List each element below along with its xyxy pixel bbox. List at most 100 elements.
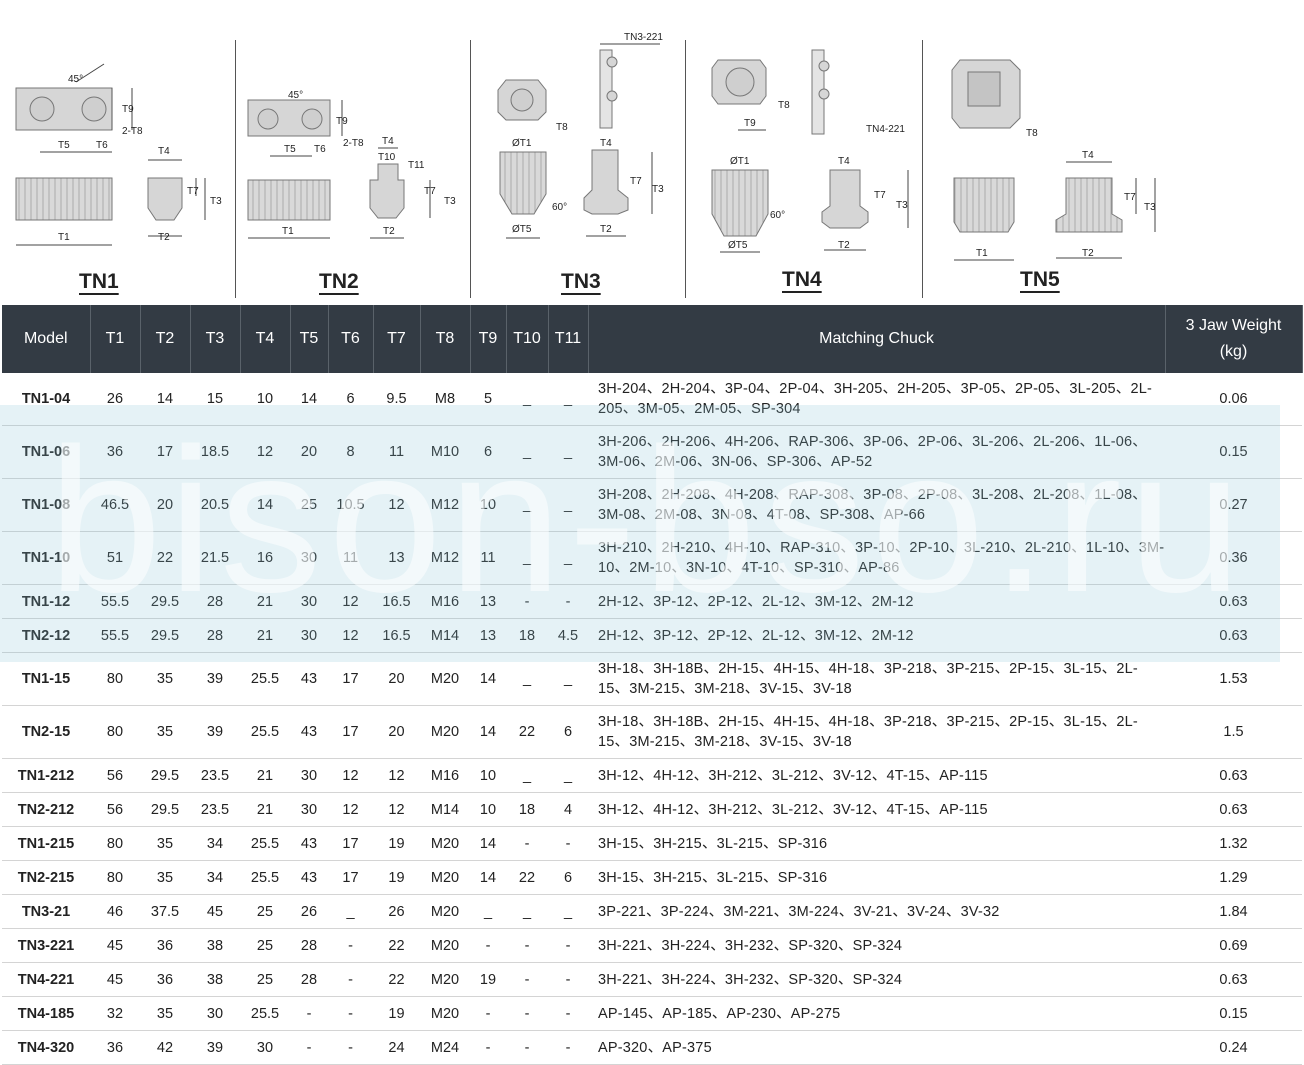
tn4-dim: T7 bbox=[874, 190, 886, 201]
tn3-dim: T3 bbox=[652, 184, 664, 195]
dimension-cell: 9.5 bbox=[373, 373, 420, 426]
dimension-cell: 14 bbox=[240, 478, 290, 532]
dimension-cell: 17 bbox=[328, 826, 373, 861]
tn5-dim: T4 bbox=[1082, 150, 1094, 161]
dimension-cell: 17 bbox=[328, 652, 373, 706]
dimension-cell: 39 bbox=[190, 705, 240, 759]
matching-chuck-cell: 3H-18、3H-18B、2H-15、4H-15、4H-18、3P-218、3P… bbox=[588, 705, 1165, 759]
dimension-cell: M12 bbox=[420, 531, 470, 585]
tn2-side-view bbox=[369, 163, 405, 219]
weight-cell: 0.63 bbox=[1165, 758, 1302, 793]
model-cell: TN4-320 bbox=[2, 1030, 90, 1065]
dimension-cell: - bbox=[548, 826, 588, 861]
dimension-cell: 36 bbox=[90, 1030, 140, 1065]
tn2-dim: T5 bbox=[284, 144, 296, 155]
tn2-dim: T7 bbox=[424, 186, 436, 197]
dimension-cell: 6 bbox=[328, 373, 373, 426]
table-row: TN4-320 36 42 39 30- -24 M24- - - AP-320、AP-375 0.… bbox=[2, 1030, 1302, 1065]
table-row: TN1-06 36 17 18.5 12 20 8 11 M10 6 _ _ 3H-206、2H-206… bbox=[2, 425, 1302, 479]
dimension-cell: M24 bbox=[420, 1030, 470, 1065]
dimension-cell: 36 bbox=[140, 928, 190, 963]
dimension-cell: - bbox=[506, 584, 548, 619]
tn1-dim: T3 bbox=[210, 196, 222, 207]
tn5-front-view bbox=[953, 177, 1015, 233]
dimension-cell: 23.5 bbox=[190, 758, 240, 793]
tn4-dim: 60° bbox=[770, 210, 785, 221]
matching-chuck-cell: 2H-12、3P-12、2P-12、2L-12、3M-12、2M-12 bbox=[588, 618, 1165, 653]
panel-divider bbox=[470, 40, 471, 298]
tn5-dim: T8 bbox=[1026, 128, 1038, 139]
dimension-cell: 21 bbox=[240, 758, 290, 793]
dimension-cell: 36 bbox=[140, 962, 190, 997]
dimension-cell: 20 bbox=[373, 652, 420, 706]
matching-chuck-cell: AP-320、AP-375 bbox=[588, 1030, 1165, 1065]
dimension-cell: - bbox=[328, 996, 373, 1031]
tn1-dim: T1 bbox=[58, 232, 70, 243]
weight-cell: 0.63 bbox=[1165, 962, 1302, 997]
diagram-label-tn3: TN3 bbox=[561, 270, 601, 293]
column-header: Matching Chuck bbox=[588, 305, 1166, 373]
dimension-cell: 13 bbox=[373, 531, 420, 585]
dimension-cell: 29.5 bbox=[140, 792, 190, 827]
table-row: TN1-212 56 29.5 23.5 21 30 12 12 M16 10 _ _ 3H-12、4H… bbox=[2, 758, 1302, 793]
dimension-cell: 6 bbox=[548, 860, 588, 895]
dimension-cell: M16 bbox=[420, 584, 470, 619]
dimension-cell: 25.5 bbox=[240, 826, 290, 861]
dimension-cell: 28 bbox=[190, 618, 240, 653]
dimension-cell: 14 bbox=[470, 705, 506, 759]
dimension-cell: 16 bbox=[240, 531, 290, 585]
dimension-cell: _ bbox=[548, 894, 588, 929]
dimension-cell: 19 bbox=[373, 860, 420, 895]
dimension-cell: 10 bbox=[470, 478, 506, 532]
tn1-dim: 2-T8 bbox=[122, 126, 143, 137]
dimension-cell: 19 bbox=[470, 962, 506, 997]
dimension-cell: 35 bbox=[140, 996, 190, 1031]
diagram-label-tn2: TN2 bbox=[319, 270, 359, 293]
dimension-cell: - bbox=[506, 1030, 548, 1065]
column-header: T9 bbox=[470, 305, 507, 373]
dimension-cell: 26 bbox=[90, 373, 140, 426]
dimension-cell: 29.5 bbox=[140, 618, 190, 653]
dimension-cell: 30 bbox=[240, 1030, 290, 1065]
tn1-dim: T5 bbox=[58, 140, 70, 151]
dimension-cell: - bbox=[548, 962, 588, 997]
diagram-strip: 45° T9 2-T8 T5 T6 T4 T7 T3 T1 T2 bbox=[0, 0, 1304, 304]
dimension-cell: 11 bbox=[373, 425, 420, 479]
weight-cell: 1.29 bbox=[1165, 860, 1302, 895]
dimension-cell: 43 bbox=[290, 652, 328, 706]
dimension-cell: - bbox=[470, 928, 506, 963]
dimension-cell: 30 bbox=[290, 792, 328, 827]
weight-cell: 0.63 bbox=[1165, 792, 1302, 827]
dimension-cell: 30 bbox=[290, 531, 328, 585]
tn3-dim: 60° bbox=[552, 202, 567, 213]
diagram-drawings: 45° T9 2-T8 T5 T6 T4 T7 T3 T1 T2 bbox=[15, 32, 1156, 261]
weight-cell: 0.36 bbox=[1165, 531, 1302, 585]
dimension-cell: - bbox=[548, 996, 588, 1031]
column-header: T5 bbox=[290, 305, 329, 373]
dimension-cell: M20 bbox=[420, 826, 470, 861]
table-row: TN1-08 46.5 20 20.5 14 25 10.5 12 M12 10 _ _ 3H-208、… bbox=[2, 478, 1302, 532]
column-header: T8 bbox=[420, 305, 471, 373]
tn4-dim: T2 bbox=[838, 240, 850, 251]
tn2-dim: T10 bbox=[378, 152, 396, 163]
dimension-cell: - bbox=[328, 962, 373, 997]
dimension-cell: - bbox=[548, 1030, 588, 1065]
dimension-cell: 32 bbox=[90, 996, 140, 1031]
model-cell: TN4-185 bbox=[2, 996, 90, 1031]
dimension-cell: 15 bbox=[190, 373, 240, 426]
tn2-dim: T6 bbox=[314, 144, 326, 155]
dimension-cell: M20 bbox=[420, 894, 470, 929]
table-row: TN2-15 80 35 39 25.5 43 17 20 M20 14 22 6 3H-18、3H-1… bbox=[2, 705, 1302, 759]
dimension-cell: _ bbox=[506, 373, 548, 426]
panel-divider bbox=[922, 40, 923, 298]
tn3-dim: T8 bbox=[556, 122, 568, 133]
tn1-dim: T2 bbox=[158, 232, 170, 243]
dimension-cell: 45 bbox=[90, 928, 140, 963]
dimension-cell: _ bbox=[506, 894, 548, 929]
tn2-dim: T3 bbox=[444, 196, 456, 207]
dimension-cell: 46 bbox=[90, 894, 140, 929]
dimension-cell: 10 bbox=[470, 792, 506, 827]
tn1-dim: T4 bbox=[158, 146, 170, 157]
dimension-cell: M20 bbox=[420, 962, 470, 997]
dimension-cell: 25.5 bbox=[240, 860, 290, 895]
